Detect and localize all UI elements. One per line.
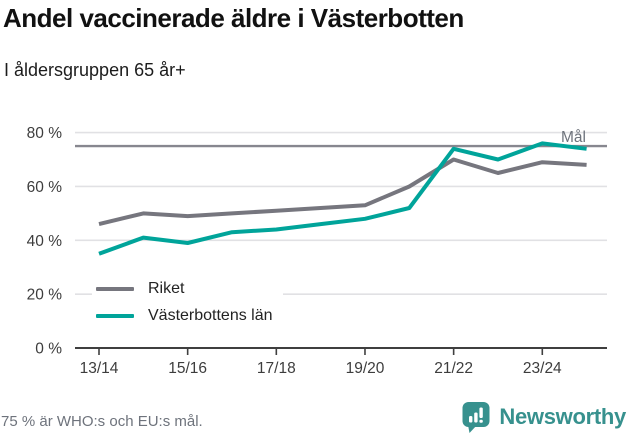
page-subtitle: I åldersgruppen 65 år+ bbox=[4, 60, 186, 80]
legend-label-riket: Riket bbox=[148, 280, 185, 297]
page-title: Andel vaccinerade äldre i Västerbotten bbox=[3, 3, 464, 33]
vasterbotten-line-swatch bbox=[96, 314, 134, 318]
x-tick-label-23-24: 23/24 bbox=[523, 360, 562, 377]
legend-item-riket: Riket bbox=[96, 279, 273, 299]
x-tick-label-21-22: 21/22 bbox=[434, 360, 473, 377]
y-tick-label-20: 20 % bbox=[27, 287, 63, 304]
newsworthy-bubble-chart-icon bbox=[462, 402, 490, 433]
x-tick-label-13-14: 13/14 bbox=[80, 360, 119, 377]
legend-item-vasterbotten: Västerbottens län bbox=[96, 306, 273, 326]
chart-footnote: 75 % är WHO:s och EU:s mål. bbox=[1, 413, 203, 430]
x-tick-label-15-16: 15/16 bbox=[168, 360, 207, 377]
x-tick-label-17-18: 17/18 bbox=[257, 360, 296, 377]
newsworthy-logo: Newsworthy bbox=[461, 400, 626, 434]
y-tick-label-60: 60 % bbox=[27, 179, 63, 196]
y-tick-label-80: 80 % bbox=[27, 125, 63, 142]
newsworthy-wordmark: Newsworthy bbox=[499, 404, 626, 429]
x-tick-label-19-20: 19/20 bbox=[346, 360, 385, 377]
y-tick-label-40: 40 % bbox=[27, 233, 63, 250]
series-line-riket bbox=[98, 157, 587, 227]
series-line-vasterbotten bbox=[98, 141, 587, 256]
chart-legend: Riket Västerbottens län bbox=[92, 276, 283, 329]
y-tick-label-0: 0 % bbox=[35, 341, 62, 358]
riket-line-swatch bbox=[96, 287, 134, 291]
target-line-label: Mål bbox=[561, 129, 586, 146]
legend-label-vasterbotten: Västerbottens län bbox=[148, 307, 273, 324]
